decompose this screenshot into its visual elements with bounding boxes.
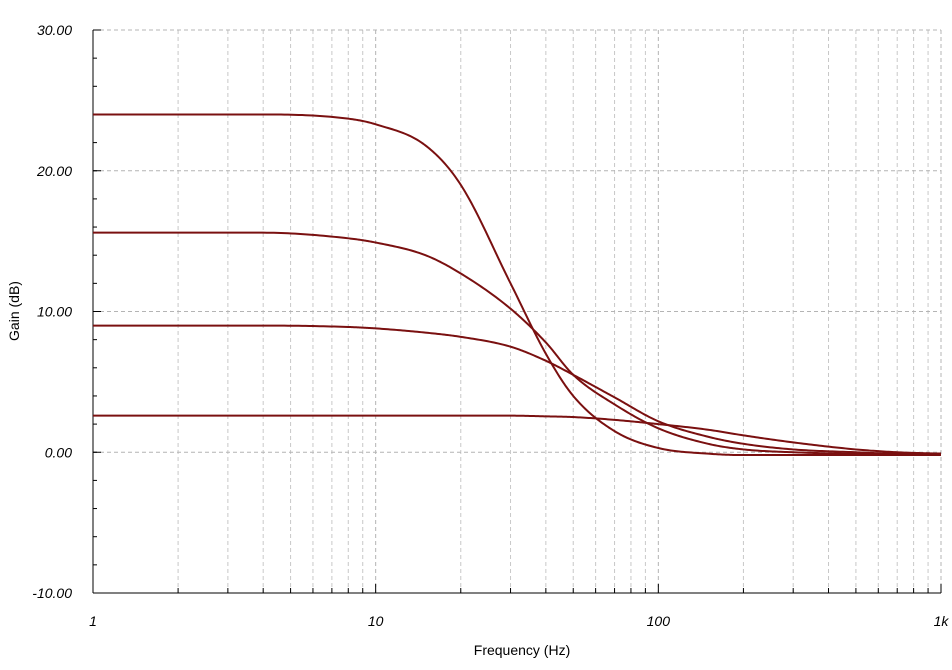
series-line-3 xyxy=(93,324,941,455)
x-axis-title: Frequency (Hz) xyxy=(474,642,570,658)
series-line-1 xyxy=(93,113,941,457)
x-tick-label: 10 xyxy=(368,613,384,629)
x-tick-label: 100 xyxy=(647,613,671,629)
y-tick-label: -10.00 xyxy=(32,585,72,601)
y-tick-label: 10.00 xyxy=(37,304,72,320)
y-tick-label: 30.00 xyxy=(37,22,72,38)
y-tick-labels: -10.00 0.00 10.00 20.00 30.00 xyxy=(32,22,72,601)
series-layer xyxy=(93,113,942,457)
x-tick-label: 1k xyxy=(934,613,950,629)
series-line-4 xyxy=(93,414,942,455)
axes xyxy=(92,29,942,594)
x-tick-labels: 1 10 100 1k xyxy=(89,613,949,629)
y-axis-title: Gain (dB) xyxy=(6,281,22,341)
y-tick-label: 20.00 xyxy=(36,163,72,179)
y-tick-label: 0.00 xyxy=(45,444,72,460)
x-tick-label: 1 xyxy=(89,613,97,629)
major-gridlines xyxy=(93,29,942,593)
